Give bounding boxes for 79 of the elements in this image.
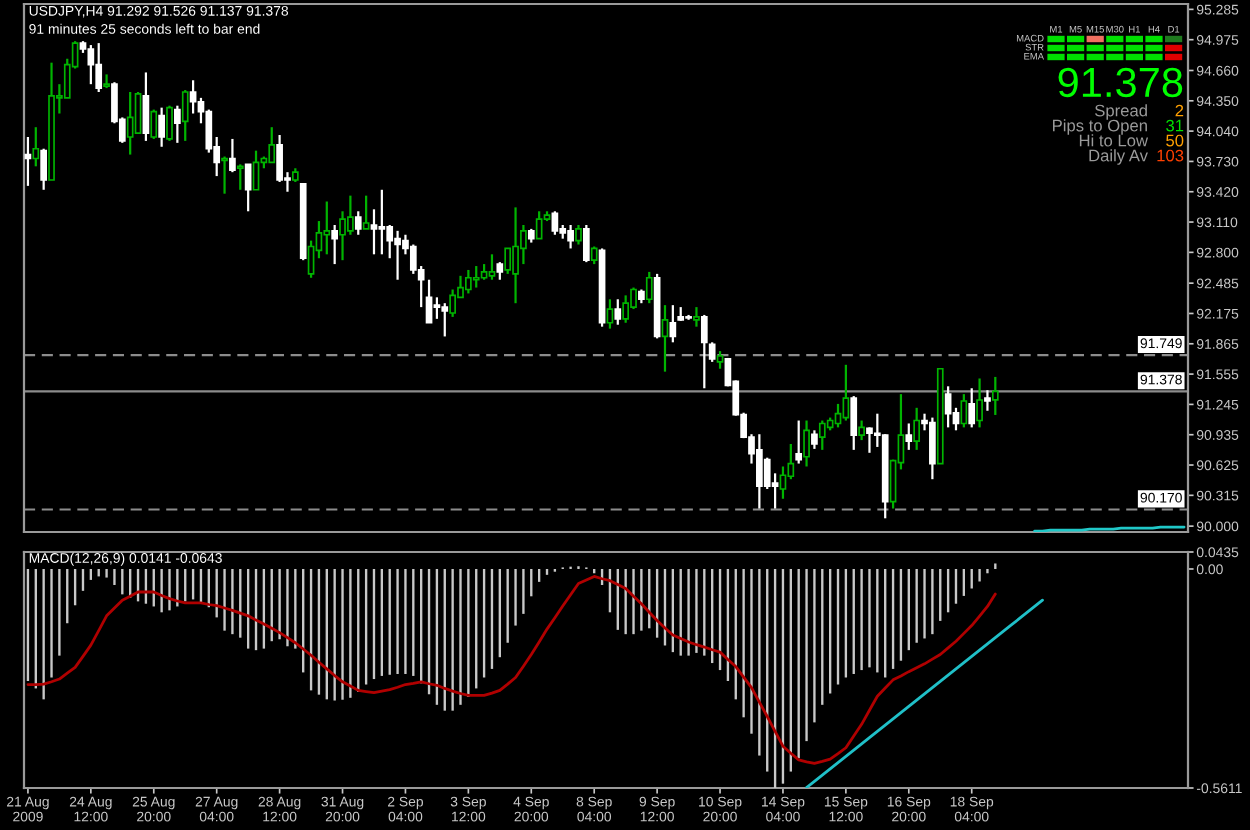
candlestick xyxy=(126,90,134,156)
candlestick xyxy=(236,163,244,191)
candlestick xyxy=(354,210,362,236)
candlestick xyxy=(913,406,921,451)
candlestick xyxy=(362,194,370,230)
candlestick xyxy=(551,210,559,236)
line-series xyxy=(805,598,1044,788)
candlestick xyxy=(929,416,936,481)
candlestick xyxy=(661,304,669,373)
candlestick xyxy=(441,302,449,338)
candlestick xyxy=(803,419,810,468)
candlestick xyxy=(984,389,991,412)
candlestick xyxy=(693,306,700,328)
candlestick xyxy=(166,104,173,142)
candlestick xyxy=(252,149,260,191)
candlestick xyxy=(465,268,472,295)
candlestick xyxy=(567,223,574,250)
candlestick xyxy=(103,73,110,90)
candlestick xyxy=(858,419,865,442)
category-label: Spread xyxy=(1095,104,1147,120)
candlestick xyxy=(535,210,543,240)
candlestick xyxy=(433,296,441,320)
candlestick xyxy=(472,264,480,289)
candlestick xyxy=(221,155,228,195)
data-label: 50 xyxy=(1166,134,1184,147)
candlestick xyxy=(134,90,142,135)
candlestick xyxy=(944,385,952,429)
candlestick xyxy=(811,429,818,450)
candlestick xyxy=(449,288,456,318)
candlestick xyxy=(181,88,189,142)
candlestick xyxy=(842,363,850,422)
category-label: Hi to Low xyxy=(1079,134,1149,147)
candlestick xyxy=(370,208,378,256)
candlestick xyxy=(976,377,983,429)
candlestick xyxy=(512,206,519,305)
candlestick xyxy=(756,433,763,510)
candlestick xyxy=(174,104,181,144)
candlestick xyxy=(378,188,386,256)
candlestick xyxy=(614,298,622,326)
candlestick xyxy=(622,294,630,324)
candlestick xyxy=(960,393,968,429)
candlestick xyxy=(32,126,40,168)
data-label: 103 xyxy=(1157,149,1184,162)
candlestick xyxy=(488,253,496,281)
candlestick xyxy=(795,419,803,465)
candlestick xyxy=(818,419,826,451)
candlestick xyxy=(331,223,339,266)
candlestick xyxy=(189,79,197,115)
candlestick xyxy=(158,106,165,148)
candlestick xyxy=(142,71,150,142)
candlestick xyxy=(268,126,276,164)
candlestick xyxy=(669,304,677,344)
candlestick xyxy=(645,270,653,305)
candlestick xyxy=(968,387,976,429)
candlestick xyxy=(394,229,401,281)
candlestick xyxy=(700,313,708,390)
candlestick xyxy=(307,239,315,279)
candlestick xyxy=(504,247,512,275)
category-label: Pips to Open xyxy=(1053,119,1147,135)
data-label: 31 xyxy=(1166,119,1184,132)
data-label: 2 xyxy=(1175,104,1184,117)
candlestick xyxy=(323,200,331,256)
candlestick xyxy=(40,147,48,191)
candlestick xyxy=(582,223,590,264)
text: 91.378 xyxy=(1058,67,1183,98)
candlestick xyxy=(779,465,787,500)
candlestick xyxy=(95,42,103,94)
candlestick xyxy=(150,108,158,141)
candlestick xyxy=(850,394,858,451)
candlestick xyxy=(991,375,999,417)
candlestick xyxy=(87,43,95,86)
line-series xyxy=(26,575,997,765)
candlestick xyxy=(276,133,283,184)
candlestick xyxy=(244,163,252,213)
candlestick xyxy=(229,137,236,174)
candlestick xyxy=(575,223,582,246)
candlestick xyxy=(905,422,913,451)
candlestick xyxy=(606,298,614,330)
category-label: Daily Av xyxy=(1089,149,1148,165)
